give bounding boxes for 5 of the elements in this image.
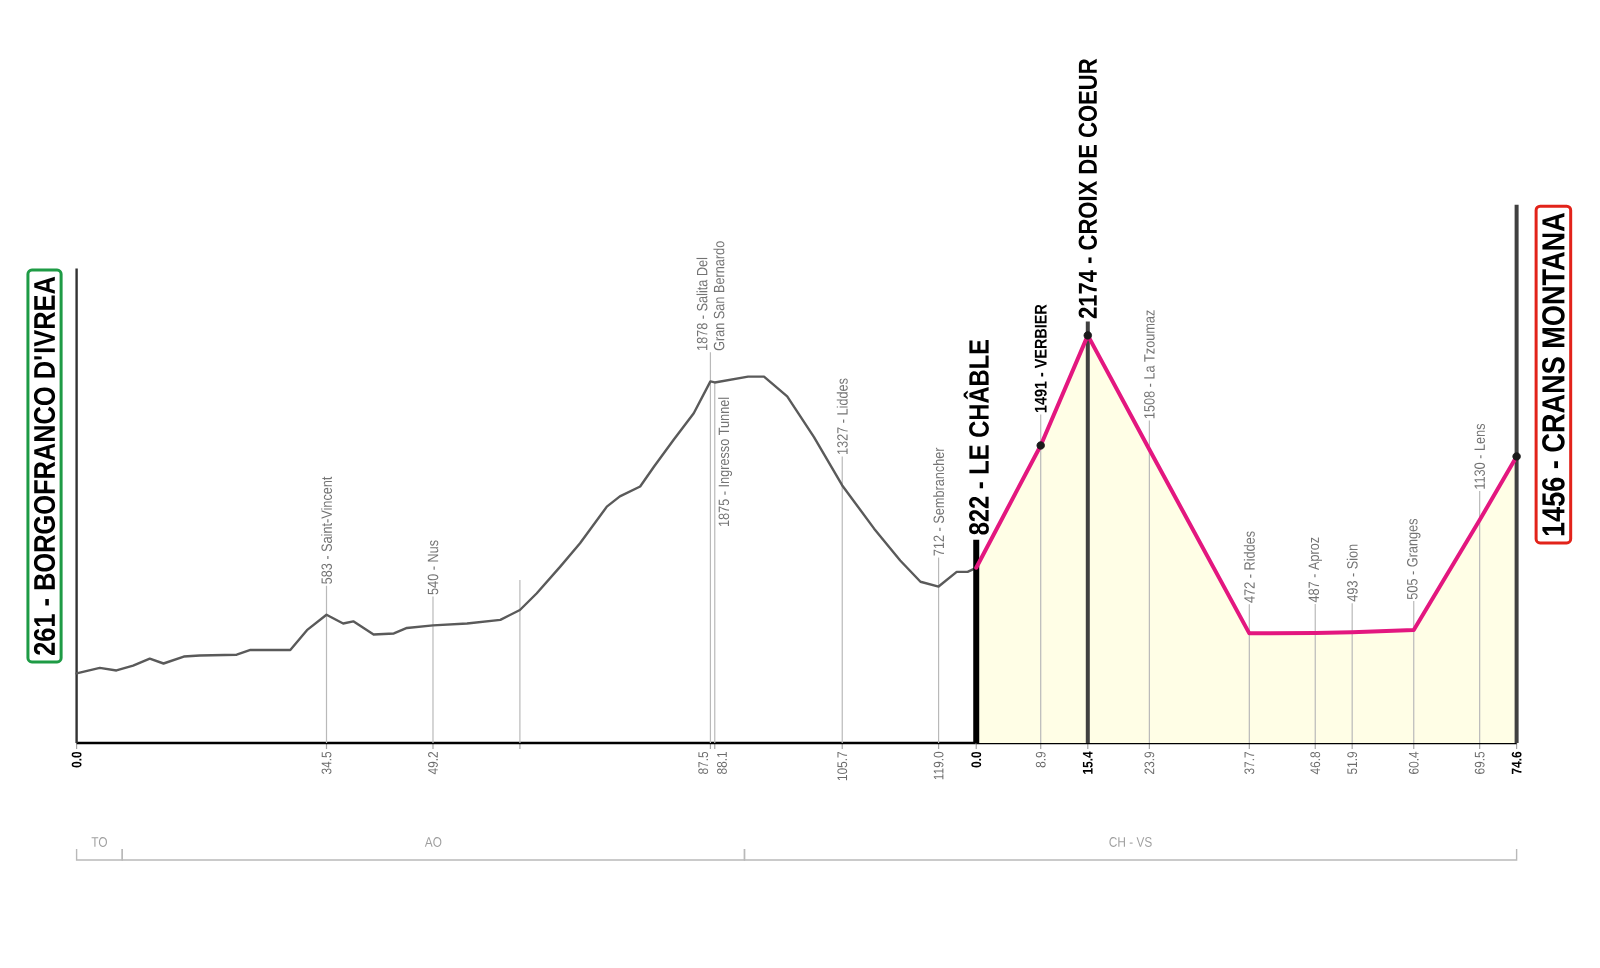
annotation: 261 - BORGOFRANCO D'IVREA bbox=[33, 276, 56, 656]
annotation: 822 - LE CHÂBLE bbox=[963, 339, 989, 535]
annotation: 1456 - CRANS MONTANA bbox=[1542, 212, 1565, 536]
annotation: 2174 - CROIX DE COEUR bbox=[1078, 58, 1097, 319]
annotation: 1491 - VERBIER bbox=[1034, 304, 1047, 413]
